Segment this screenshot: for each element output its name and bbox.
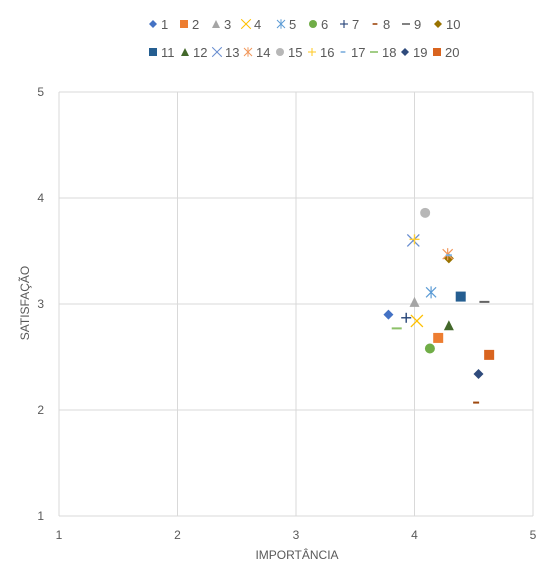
legend-item-11: 11 xyxy=(149,45,175,60)
legend-item-8: 8 xyxy=(372,17,390,32)
y-tick-label: 2 xyxy=(37,403,44,417)
legend-symbol-14 xyxy=(243,47,253,57)
data-point-series-13 xyxy=(406,233,420,247)
y-tick-label: 5 xyxy=(37,85,44,99)
legend-item-20: 20 xyxy=(433,45,459,60)
legend-label-7: 7 xyxy=(352,17,359,32)
data-point-series-7 xyxy=(401,312,412,323)
legend-label-5: 5 xyxy=(289,17,296,32)
legend-label-1: 1 xyxy=(161,17,168,32)
legend-symbol-9 xyxy=(402,23,410,25)
x-tick-label: 3 xyxy=(293,528,300,542)
legend-item-9: 9 xyxy=(402,17,421,32)
axes: 1 2 3 4 5 1 2 3 4 5 xyxy=(37,85,536,542)
legend-item-19: 19 xyxy=(401,45,427,60)
legend-label-14: 14 xyxy=(256,45,270,60)
legend-symbol-3 xyxy=(212,20,220,28)
legend-symbol-7 xyxy=(340,20,349,29)
legend-item-2: 2 xyxy=(180,17,199,32)
legend-symbol-4 xyxy=(240,18,252,30)
legend-item-7: 7 xyxy=(340,17,359,32)
legend-item-13: 13 xyxy=(211,45,239,60)
data-point-series-9 xyxy=(479,300,490,303)
data-point-series-1 xyxy=(383,309,394,320)
legend-item-17: 17 xyxy=(340,45,365,60)
data-point-series-16 xyxy=(409,234,420,245)
legend-label-18: 18 xyxy=(382,45,396,60)
legend-item-16: 16 xyxy=(308,45,334,60)
legend-label-9: 9 xyxy=(414,17,421,32)
legend-item-5: 5 xyxy=(276,17,296,32)
data-point-series-14 xyxy=(442,248,454,261)
data-point-series-2 xyxy=(433,332,444,343)
legend-symbol-11 xyxy=(149,48,157,56)
legend-symbol-6 xyxy=(309,20,317,28)
data-point-series-11 xyxy=(455,291,466,302)
legend-label-11: 11 xyxy=(161,45,175,60)
y-tick-label: 4 xyxy=(37,191,44,205)
legend-item-4: 4 xyxy=(240,17,261,32)
data-point-series-3 xyxy=(409,296,420,307)
data-point-series-8 xyxy=(473,401,480,404)
legend-label-12: 12 xyxy=(193,45,207,60)
x-axis-title: IMPORTÂNCIA xyxy=(255,547,338,560)
data-point-series-4 xyxy=(410,314,424,328)
legend-item-14: 14 xyxy=(243,45,270,60)
legend-symbol-16 xyxy=(308,48,317,57)
legend-label-3: 3 xyxy=(224,17,231,32)
legend-label-4: 4 xyxy=(254,17,261,32)
legend-symbol-20 xyxy=(433,48,441,56)
legend-item-3: 3 xyxy=(212,17,231,32)
legend-symbol-17 xyxy=(340,51,346,53)
x-tick-label: 2 xyxy=(174,528,181,542)
data-point-series-20 xyxy=(484,349,495,360)
data-points xyxy=(383,207,495,404)
legend-item-1: 1 xyxy=(149,17,168,32)
legend-symbol-1 xyxy=(149,20,157,28)
legend-label-17: 17 xyxy=(351,45,365,60)
data-point-series-18 xyxy=(391,327,402,330)
data-point-series-19 xyxy=(473,368,484,379)
legend-label-16: 16 xyxy=(320,45,334,60)
data-point-series-15 xyxy=(420,207,431,218)
legend-symbol-8 xyxy=(372,23,378,25)
y-axis-title: SATISFAÇÃO xyxy=(18,266,32,340)
data-point-series-17 xyxy=(445,254,452,257)
legend-item-15: 15 xyxy=(276,45,302,60)
legend-label-10: 10 xyxy=(446,17,460,32)
x-tick-label: 5 xyxy=(530,528,537,542)
data-point-series-5 xyxy=(425,286,437,299)
legend-symbol-13 xyxy=(211,46,223,58)
legend-symbol-15 xyxy=(276,48,284,56)
gridlines xyxy=(58,91,534,517)
legend-symbol-12 xyxy=(181,48,189,56)
legend-item-12: 12 xyxy=(181,45,207,60)
legend-label-20: 20 xyxy=(445,45,459,60)
legend-symbol-19 xyxy=(401,48,409,56)
legend-label-8: 8 xyxy=(383,17,390,32)
data-point-series-12 xyxy=(443,320,454,331)
legend-symbol-10 xyxy=(434,20,442,28)
legend-symbol-2 xyxy=(180,20,188,28)
y-tick-label: 3 xyxy=(37,297,44,311)
legend-item-6: 6 xyxy=(309,17,328,32)
legend-label-13: 13 xyxy=(225,45,239,60)
y-tick-label: 1 xyxy=(37,509,44,523)
legend-label-19: 19 xyxy=(413,45,427,60)
legend-label-15: 15 xyxy=(288,45,302,60)
data-point-series-10 xyxy=(443,253,454,264)
legend-label-6: 6 xyxy=(321,17,328,32)
legend-symbol-5 xyxy=(276,19,286,29)
legend-item-10: 10 xyxy=(434,17,460,32)
legend-label-2: 2 xyxy=(192,17,199,32)
x-tick-label: 4 xyxy=(411,528,418,542)
data-point-series-6 xyxy=(424,343,435,354)
legend-item-18: 18 xyxy=(370,45,396,60)
legend-symbol-18 xyxy=(370,51,378,53)
x-tick-label: 1 xyxy=(56,528,63,542)
